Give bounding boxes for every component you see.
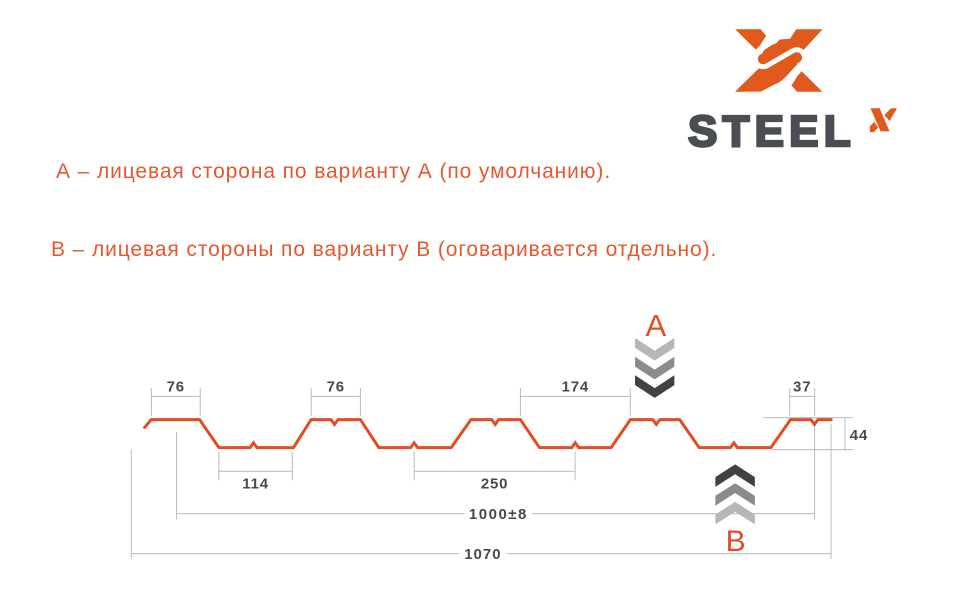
svg-text:B: B	[726, 525, 746, 558]
svg-text:37: 37	[793, 379, 811, 396]
svg-text:174: 174	[562, 379, 589, 396]
svg-text:44: 44	[850, 427, 868, 444]
svg-text:1000±8: 1000±8	[469, 506, 528, 523]
svg-text:114: 114	[242, 476, 269, 493]
svg-text:A: A	[646, 308, 667, 343]
svg-text:76: 76	[167, 379, 185, 396]
svg-text:76: 76	[327, 379, 345, 396]
svg-text:1070: 1070	[464, 546, 501, 563]
svg-text:STEEL: STEEL	[688, 107, 856, 156]
svg-text:250: 250	[481, 476, 508, 493]
